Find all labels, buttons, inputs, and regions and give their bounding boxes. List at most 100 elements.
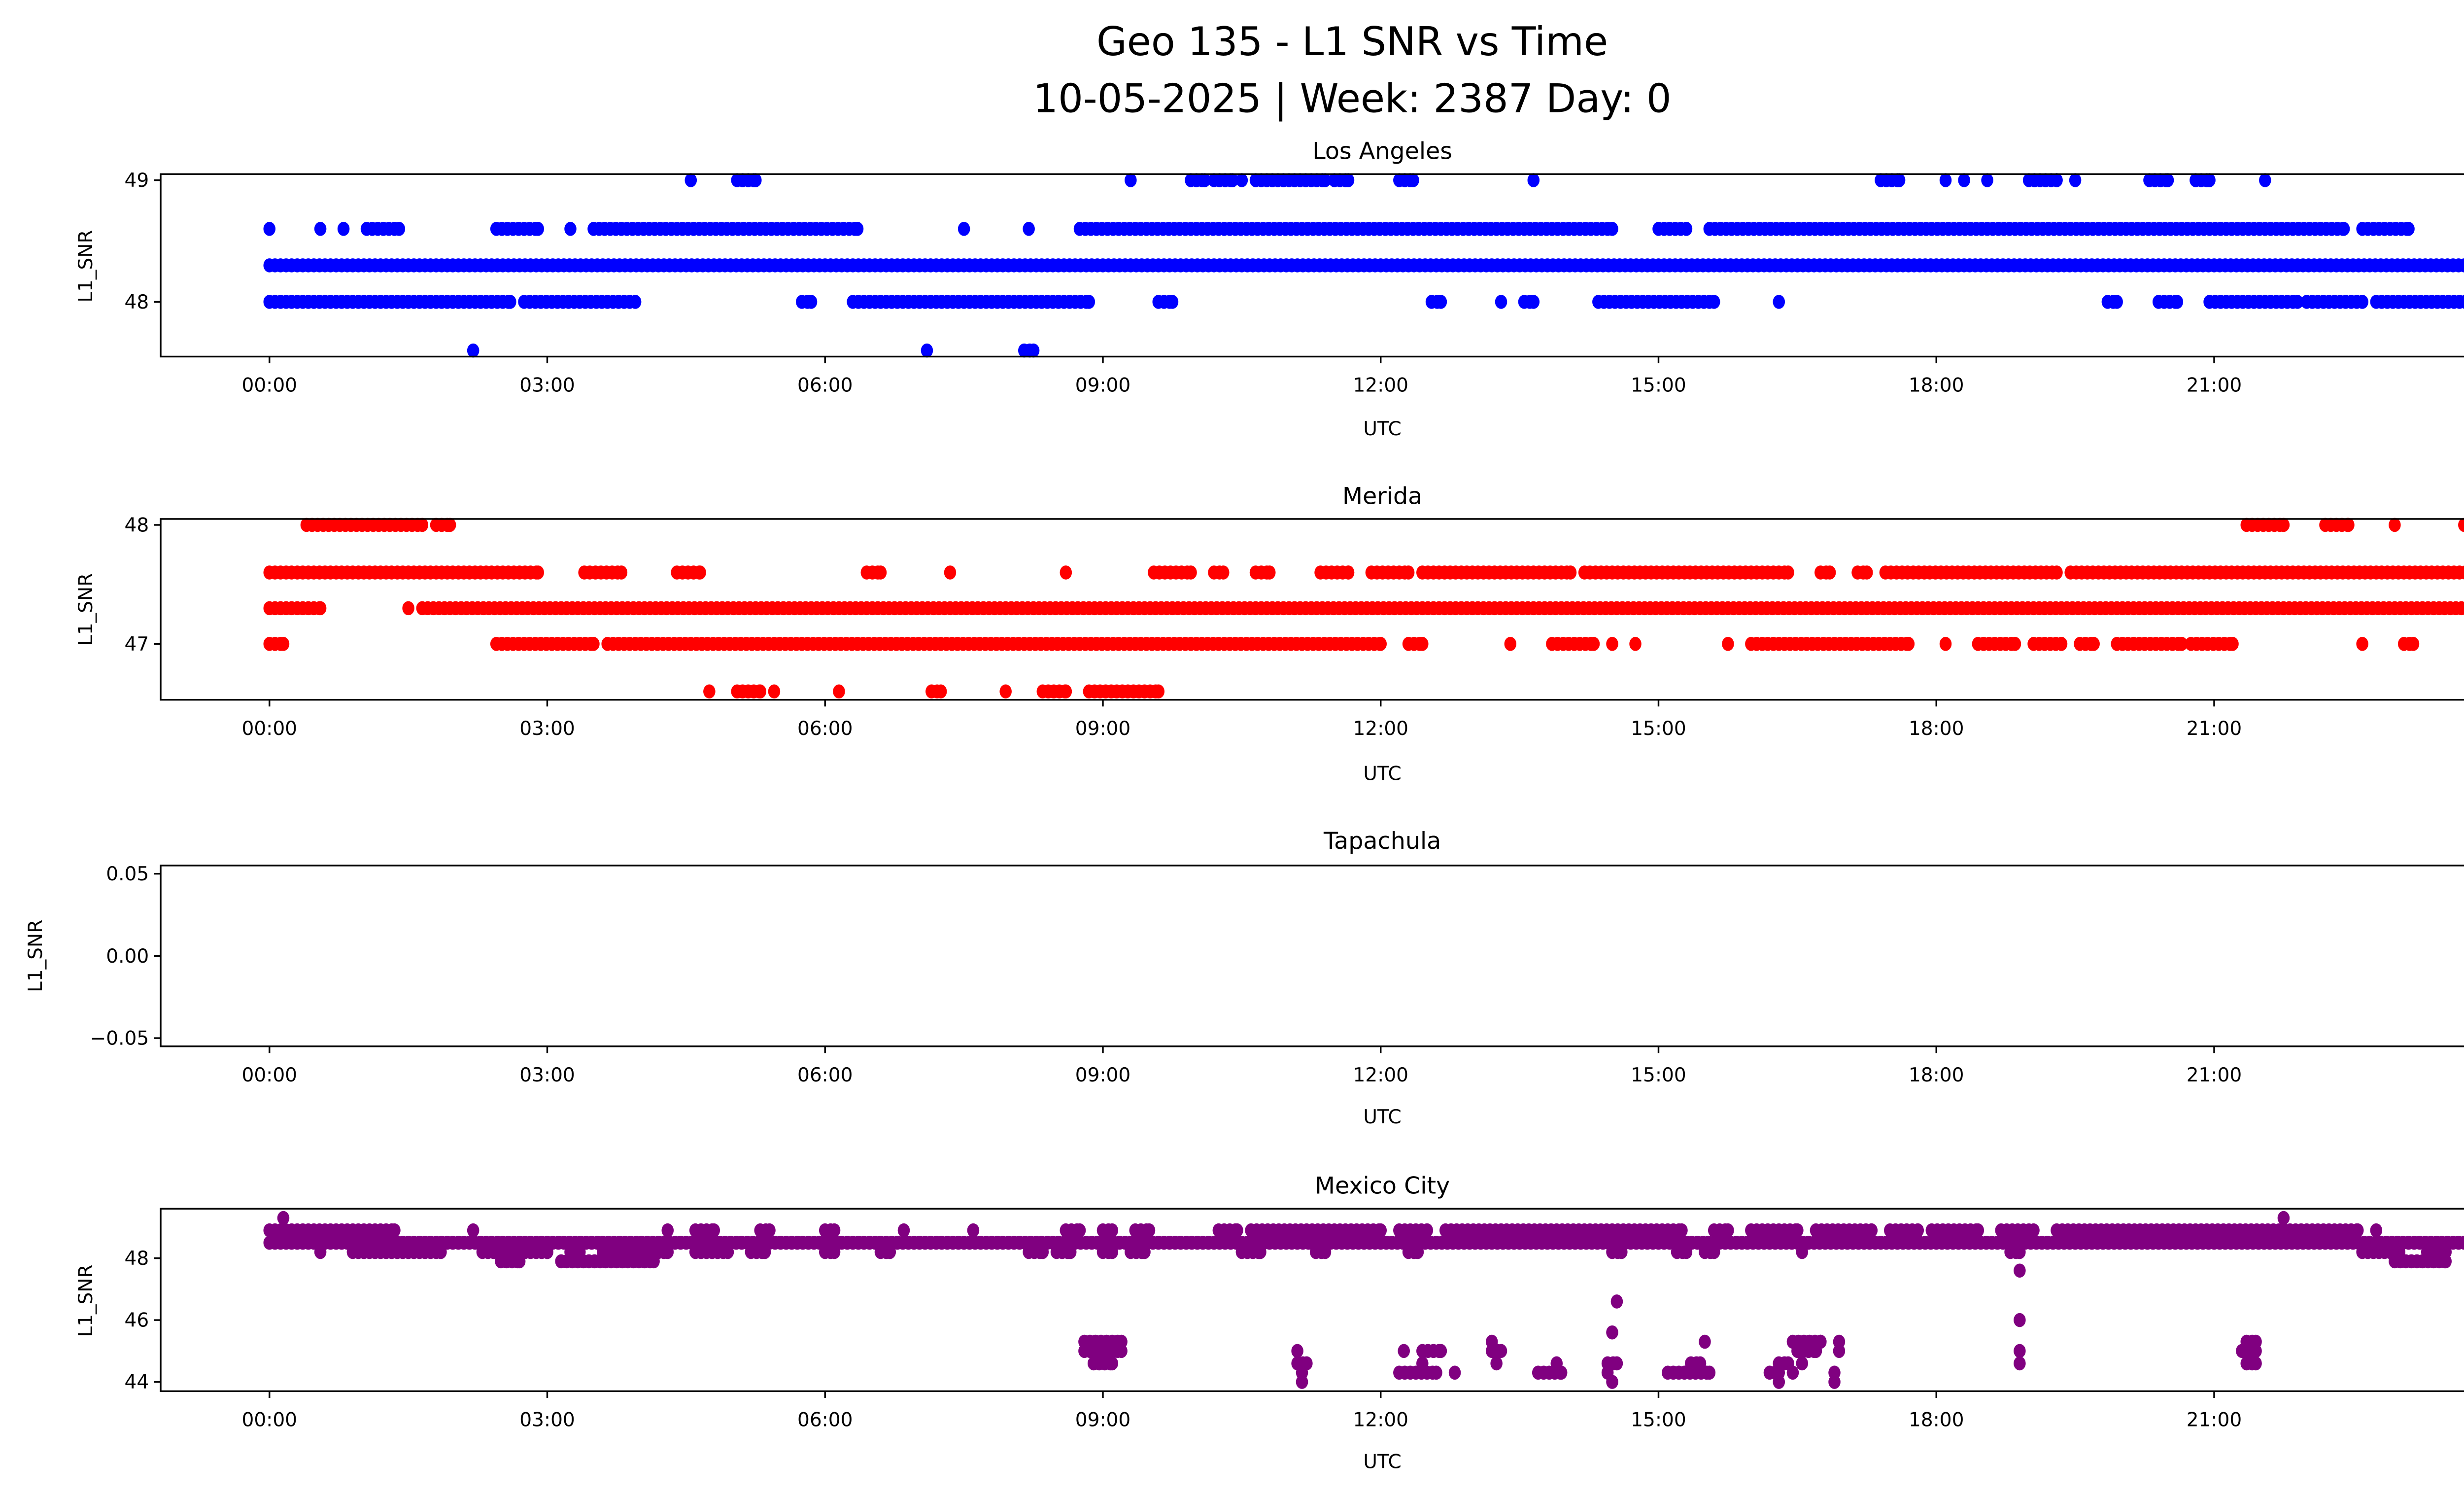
data-point [1435,1344,1447,1358]
data-point [2277,1211,2290,1225]
data-point [1606,1325,1618,1340]
x-tick-label: 09:00 [1075,718,1131,740]
data-point [1254,1245,1266,1259]
x-tick-label: 03:00 [519,1409,575,1431]
y-tick-label: 48 [125,1248,149,1270]
data-point [1699,1334,1711,1349]
data-point [2337,222,2350,236]
axes-frame [160,173,2464,358]
data-point [1773,295,1785,309]
level-46_6 [703,684,1165,699]
data-point [2027,1223,2040,1238]
data-point [999,684,1012,699]
data-point [1291,1344,1303,1358]
data-point [2439,1254,2452,1269]
data-point [2356,295,2368,309]
data-point [1115,1344,1128,1358]
level-47_3 [263,601,2464,616]
data-point [805,295,818,309]
data-point [1796,1245,1809,1259]
data-point [1606,637,1618,651]
y-tick-label: 46 [125,1310,149,1332]
data-point [1708,1245,1720,1259]
data-point [1263,565,1276,580]
data-point [884,1245,896,1259]
data-point [694,565,706,580]
data-point [2389,518,2401,532]
x-tick-label: 12:00 [1353,718,1408,740]
level-45 [1078,1344,2262,1358]
data-point [828,1245,841,1259]
x-tick-label: 03:00 [519,1064,575,1086]
x-tick-label: 18:00 [1909,1064,1964,1086]
data-point [532,222,544,236]
data-point [2009,637,2021,651]
x-axis-ticks: 00:00 03:00 06:00 09:00 12:00 15:00 18:00 21:00… [242,699,2242,740]
data-point [1773,1375,1785,1389]
data-point [1064,1245,1077,1259]
level-48_6 [263,222,2415,236]
data-point [1810,1344,1822,1358]
data-point [1226,173,1239,187]
data-point [2356,637,2368,651]
x-axis-label: UTC [1363,1106,1401,1128]
x-tick-label: 06:00 [797,1409,853,1431]
data-point [416,518,429,532]
data-point [393,222,406,236]
data-point [263,222,276,236]
x-tick-label: 12:00 [1353,375,1408,397]
x-tick-label: 09:00 [1075,1064,1131,1086]
y-tick-label: 47 [125,633,149,656]
data-point [2014,1245,2026,1259]
subplot-mexico-city: Mexico City L1_SNR UTC 44 46 48 00:00 03:00… [75,1173,2464,1473]
data-point [1342,173,1355,187]
level-48 [300,518,2464,532]
level-48_2 [314,1245,2452,1259]
x-tick-label: 06:00 [797,1064,853,1086]
data-point [1027,343,1040,358]
data-point [1106,1223,1119,1238]
data-point [2051,565,2063,580]
data-point [1106,1245,1119,1259]
x-tick-label: 00:00 [242,375,298,397]
data-point [1411,1245,1424,1259]
data-point [1972,1223,1985,1238]
data-point [2407,637,2420,651]
subplot-tapachula: Tapachula L1_SNR UTC −0.05 0.00 0.05 00:00… [25,828,2464,1128]
data-point [1421,1223,1433,1238]
level-49_3 [277,1211,2290,1225]
data-point [1023,222,1035,236]
x-tick-label: 06:00 [797,718,853,740]
data-point [1448,1365,1461,1380]
data-point [967,1223,980,1238]
data-point [1217,565,1230,580]
x-axis-label: UTC [1363,763,1401,785]
data-point [388,1223,401,1238]
data-point [1564,565,1577,580]
data-point [1958,173,1970,187]
subplot-title: Merida [1342,483,1422,510]
data-point [1402,565,1415,580]
data-point [615,565,628,580]
data-point [1981,173,1993,187]
level-48 [263,295,2464,309]
data-point [564,222,577,236]
data-point [2250,1344,2262,1358]
data-point [1198,173,1211,187]
data-point [2055,637,2068,651]
data-point [1722,637,1734,651]
data-point [768,684,781,699]
x-tick-label: 15:00 [1631,375,1686,397]
x-tick-label: 21:00 [2187,1409,2242,1431]
data-point [1555,1365,1568,1380]
x-tick-label: 15:00 [1631,718,1686,740]
data-point [2203,173,2216,187]
y-axis-ticks: 47 48 [125,515,161,656]
data-point [1125,173,1137,187]
data-point [1828,1375,1841,1389]
data-point [1703,1365,1716,1380]
data-point [444,518,456,532]
scatter-points [263,1211,2464,1389]
data-point [1319,173,1332,187]
data-point [467,343,479,358]
